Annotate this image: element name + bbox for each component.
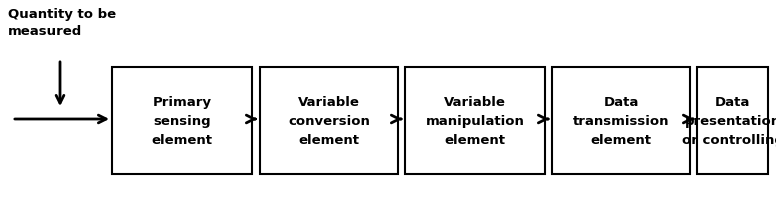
Bar: [552, 68, 690, 174]
Text: Quantity to be
measured: Quantity to be measured: [8, 8, 116, 38]
Bar: [405, 68, 545, 174]
Text: Variable
manipulation
element: Variable manipulation element: [425, 96, 525, 146]
Text: Data
transmission
element: Data transmission element: [573, 96, 669, 146]
Bar: [112, 68, 252, 174]
Bar: [697, 68, 768, 174]
Text: Variable
conversion
element: Variable conversion element: [288, 96, 370, 146]
Text: Data
presentation
or controlling: Data presentation or controlling: [681, 96, 776, 146]
Bar: [260, 68, 398, 174]
Text: Primary
sensing
element: Primary sensing element: [151, 96, 213, 146]
